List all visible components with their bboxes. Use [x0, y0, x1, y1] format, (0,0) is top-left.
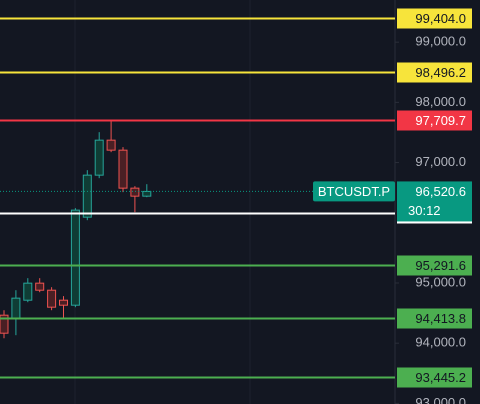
candle-body — [35, 282, 45, 291]
y-tick-label: 97,000.0 — [415, 154, 466, 169]
level-label: 97,709.7 — [415, 113, 466, 128]
level-label: 93,445.2 — [415, 370, 466, 385]
candle-body — [23, 282, 33, 301]
candle-body — [130, 187, 140, 197]
candle-body — [11, 297, 21, 319]
level-label: 98,496.2 — [415, 65, 466, 80]
candle-body — [142, 190, 152, 197]
candle-body — [59, 299, 68, 306]
y-tick-label: 94,000.0 — [415, 335, 466, 350]
symbol-box — [313, 181, 395, 202]
candle-body — [94, 139, 104, 176]
level-label-box — [397, 110, 472, 131]
level-label-box — [397, 8, 472, 29]
level-label: 95,291.6 — [415, 258, 466, 273]
y-tick-label: 99,000.0 — [415, 34, 466, 49]
candle-body — [106, 139, 116, 151]
level-label-box — [397, 308, 472, 329]
level-label-box — [397, 62, 472, 83]
candle-body — [70, 209, 80, 306]
candle-body — [47, 289, 57, 308]
price-box — [397, 181, 472, 222]
candle-body — [82, 174, 92, 218]
level-label-box — [397, 255, 472, 276]
countdown-label: 30:12 — [408, 203, 441, 218]
candle-body — [0, 314, 9, 334]
level-label-box — [397, 367, 472, 388]
y-tick-label: 98,000.0 — [415, 94, 466, 109]
y-tick-label: 95,000.0 — [415, 274, 466, 289]
level-label: 94,413.8 — [415, 311, 466, 326]
y-tick-label: 93,000.0 — [415, 395, 466, 404]
level-label: 99,404.0 — [415, 11, 466, 26]
price-label: 96,520.6 — [415, 184, 466, 199]
candle-body — [118, 149, 128, 189]
symbol-label: BTCUSDT.P — [318, 184, 390, 199]
